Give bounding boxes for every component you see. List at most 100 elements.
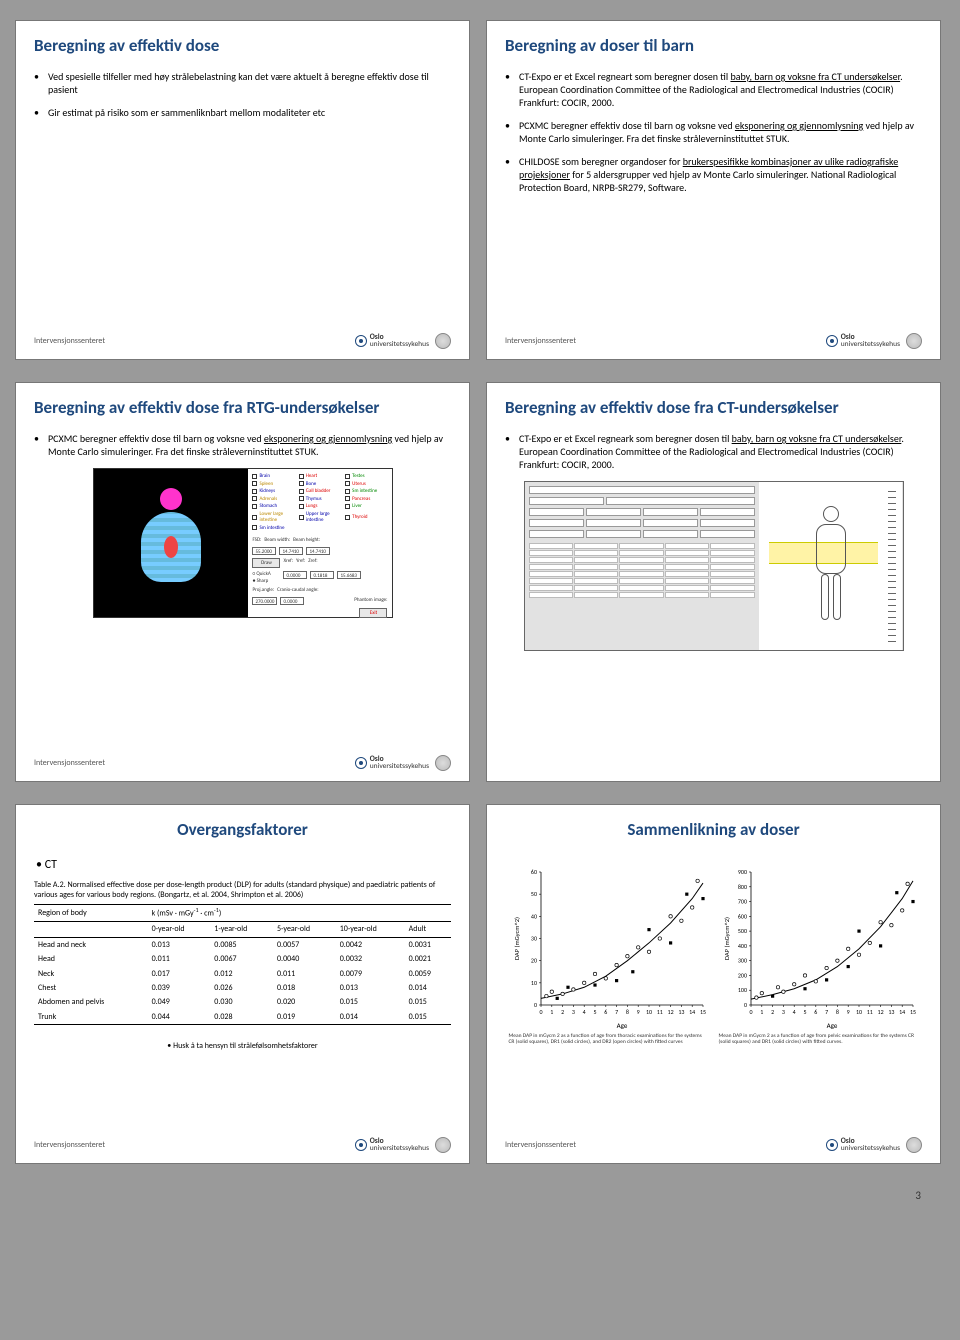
ctexpo-phantom <box>759 482 903 650</box>
draw-button[interactable]: Draw <box>252 558 280 569</box>
table-caption: Table A.2. Normalised effective dose per… <box>34 880 451 901</box>
seal-icon <box>906 1137 922 1153</box>
svg-text:0: 0 <box>743 1001 746 1009</box>
svg-text:10: 10 <box>855 1008 861 1016</box>
table-row: Chest0.0390.0260.0180.0130.014 <box>34 981 451 995</box>
slide-body: CT-Expo er et Excel regneart som beregne… <box>505 70 922 333</box>
svg-text:200: 200 <box>737 971 746 979</box>
page-number: 3 <box>915 1189 921 1202</box>
svg-text:12: 12 <box>667 1008 673 1016</box>
slide-body: CT-Expo er et Excel regneark som beregne… <box>505 432 922 771</box>
table-row: Head0.0110.00670.00400.00320.0021 <box>34 952 451 966</box>
slide-footer: Intervensjonssenteret Oslouniversitetssy… <box>34 1137 451 1153</box>
seal-icon <box>906 333 922 349</box>
row-2: Beregning av effektiv dose fra RTG-under… <box>15 382 945 782</box>
chart-svg: 0100200300400500600700800900012345678910… <box>719 866 919 1031</box>
slide-4: Beregning av effektiv dose fra CT-unders… <box>486 382 941 782</box>
oslo-logo-icon <box>826 335 838 347</box>
bullet: PCXMC beregner effektiv dose til barn og… <box>34 432 451 458</box>
slide-1: Beregning av effektiv dose Ved spesielle… <box>15 20 470 360</box>
svg-text:100: 100 <box>737 986 746 994</box>
ctexpo-form <box>525 482 759 650</box>
svg-text:9: 9 <box>636 1008 639 1016</box>
pcxmc-screenshot: BrainHeartTestesSpleenBoneUterusKidneysG… <box>93 468 393 618</box>
row-3: Overgangsfaktorer CT Table A.2. Normalis… <box>15 804 945 1164</box>
svg-text:11: 11 <box>656 1008 662 1016</box>
svg-text:4: 4 <box>792 1008 795 1016</box>
svg-text:800: 800 <box>737 883 746 891</box>
bullet: Gir estimat på risiko som er sammenliknb… <box>34 106 451 119</box>
slide-title: Beregning av effektiv dose fra RTG-under… <box>34 397 451 418</box>
logo-cluster: Oslouniversitetssykehus <box>355 1137 451 1153</box>
logo-cluster: Oslouniversitetssykehus <box>826 1137 922 1153</box>
chart-pelvic: 0100200300400500600700800900012345678910… <box>719 866 919 1045</box>
oslo-logo-icon <box>355 335 367 347</box>
charts-row: 01020304050600123456789101112131415AgeDA… <box>505 866 922 1045</box>
logo-cluster: Oslouniversitetssykehus <box>826 333 922 349</box>
svg-text:2: 2 <box>561 1008 564 1016</box>
svg-text:0: 0 <box>749 1008 752 1016</box>
svg-text:30: 30 <box>530 935 536 943</box>
svg-text:DAP (mGycm^2): DAP (mGycm^2) <box>513 917 521 960</box>
svg-text:7: 7 <box>615 1008 618 1016</box>
bullet: Ved spesielle tilfeller med høy strålebe… <box>34 70 451 96</box>
slide-title: Beregning av doser til barn <box>505 35 922 56</box>
svg-text:13: 13 <box>888 1008 894 1016</box>
slide-body: 01020304050600123456789101112131415AgeDA… <box>505 854 922 1137</box>
svg-text:3: 3 <box>781 1008 784 1016</box>
svg-text:14: 14 <box>899 1008 905 1016</box>
bullet: PCXMC beregner effektiv dose til barn og… <box>505 119 922 145</box>
oslo-logo-icon <box>826 1139 838 1151</box>
svg-text:14: 14 <box>689 1008 695 1016</box>
svg-text:300: 300 <box>737 957 746 965</box>
svg-text:15: 15 <box>699 1008 705 1016</box>
svg-text:Age: Age <box>616 1021 627 1030</box>
table-row: Head and neck0.0130.00850.00570.00420.00… <box>34 937 451 952</box>
oslo-logo: Oslouniversitetssykehus <box>355 334 429 349</box>
footer-label: Intervensjonssenteret <box>34 1140 105 1150</box>
footer-label: Intervensjonssenteret <box>34 758 105 768</box>
svg-text:DAP (mGycm^2): DAP (mGycm^2) <box>723 917 731 960</box>
svg-text:13: 13 <box>678 1008 684 1016</box>
svg-text:600: 600 <box>737 912 746 920</box>
phantom-view <box>94 469 249 617</box>
slide-footer: Intervensjonssenteret Oslouniversitetssy… <box>505 333 922 349</box>
logo-cluster: Oslouniversitetssykehus <box>355 755 451 771</box>
svg-text:1: 1 <box>550 1008 553 1016</box>
slide-footer: Intervensjonssenteret Oslouniversitetssy… <box>34 333 451 349</box>
seal-icon <box>435 755 451 771</box>
exit-button[interactable]: Exit <box>359 608 387 619</box>
svg-text:0: 0 <box>539 1008 542 1016</box>
slide-6: Sammenlikning av doser 01020304050600123… <box>486 804 941 1164</box>
slide-body: Ved spesielle tilfeller med høy strålebe… <box>34 70 451 333</box>
svg-text:400: 400 <box>737 942 746 950</box>
chart-thoracic: 01020304050600123456789101112131415AgeDA… <box>509 866 709 1045</box>
svg-text:6: 6 <box>604 1008 607 1016</box>
oslo-logo-icon <box>355 757 367 769</box>
svg-text:60: 60 <box>530 868 536 876</box>
seal-icon <box>435 1137 451 1153</box>
slide-footer: Intervensjonssenteret Oslouniversitetssy… <box>505 1137 922 1153</box>
svg-text:Age: Age <box>826 1021 837 1030</box>
oslo-logo: Oslouniversitetssykehus <box>355 756 429 771</box>
oslo-logo-icon <box>355 1139 367 1151</box>
svg-text:40: 40 <box>530 912 536 920</box>
ctexpo-screenshot <box>524 481 904 651</box>
svg-text:2: 2 <box>771 1008 774 1016</box>
oslo-logo: Oslouniversitetssykehus <box>355 1138 429 1153</box>
svg-text:10: 10 <box>645 1008 651 1016</box>
seal-icon <box>435 333 451 349</box>
svg-text:500: 500 <box>737 927 746 935</box>
svg-text:1: 1 <box>760 1008 763 1016</box>
slide-title: Overgangsfaktorer <box>34 819 451 840</box>
slide-2: Beregning av doser til barn CT-Expo er e… <box>486 20 941 360</box>
footer-label: Intervensjonssenteret <box>505 336 576 346</box>
svg-text:0: 0 <box>533 1001 536 1009</box>
slide-footer: Intervensjonssenteret Oslouniversitetssy… <box>34 755 451 771</box>
svg-text:9: 9 <box>846 1008 849 1016</box>
svg-text:3: 3 <box>571 1008 574 1016</box>
svg-text:20: 20 <box>530 957 536 965</box>
svg-text:6: 6 <box>814 1008 817 1016</box>
control-panel: BrainHeartTestesSpleenBoneUterusKidneysG… <box>248 469 391 617</box>
svg-text:12: 12 <box>877 1008 883 1016</box>
